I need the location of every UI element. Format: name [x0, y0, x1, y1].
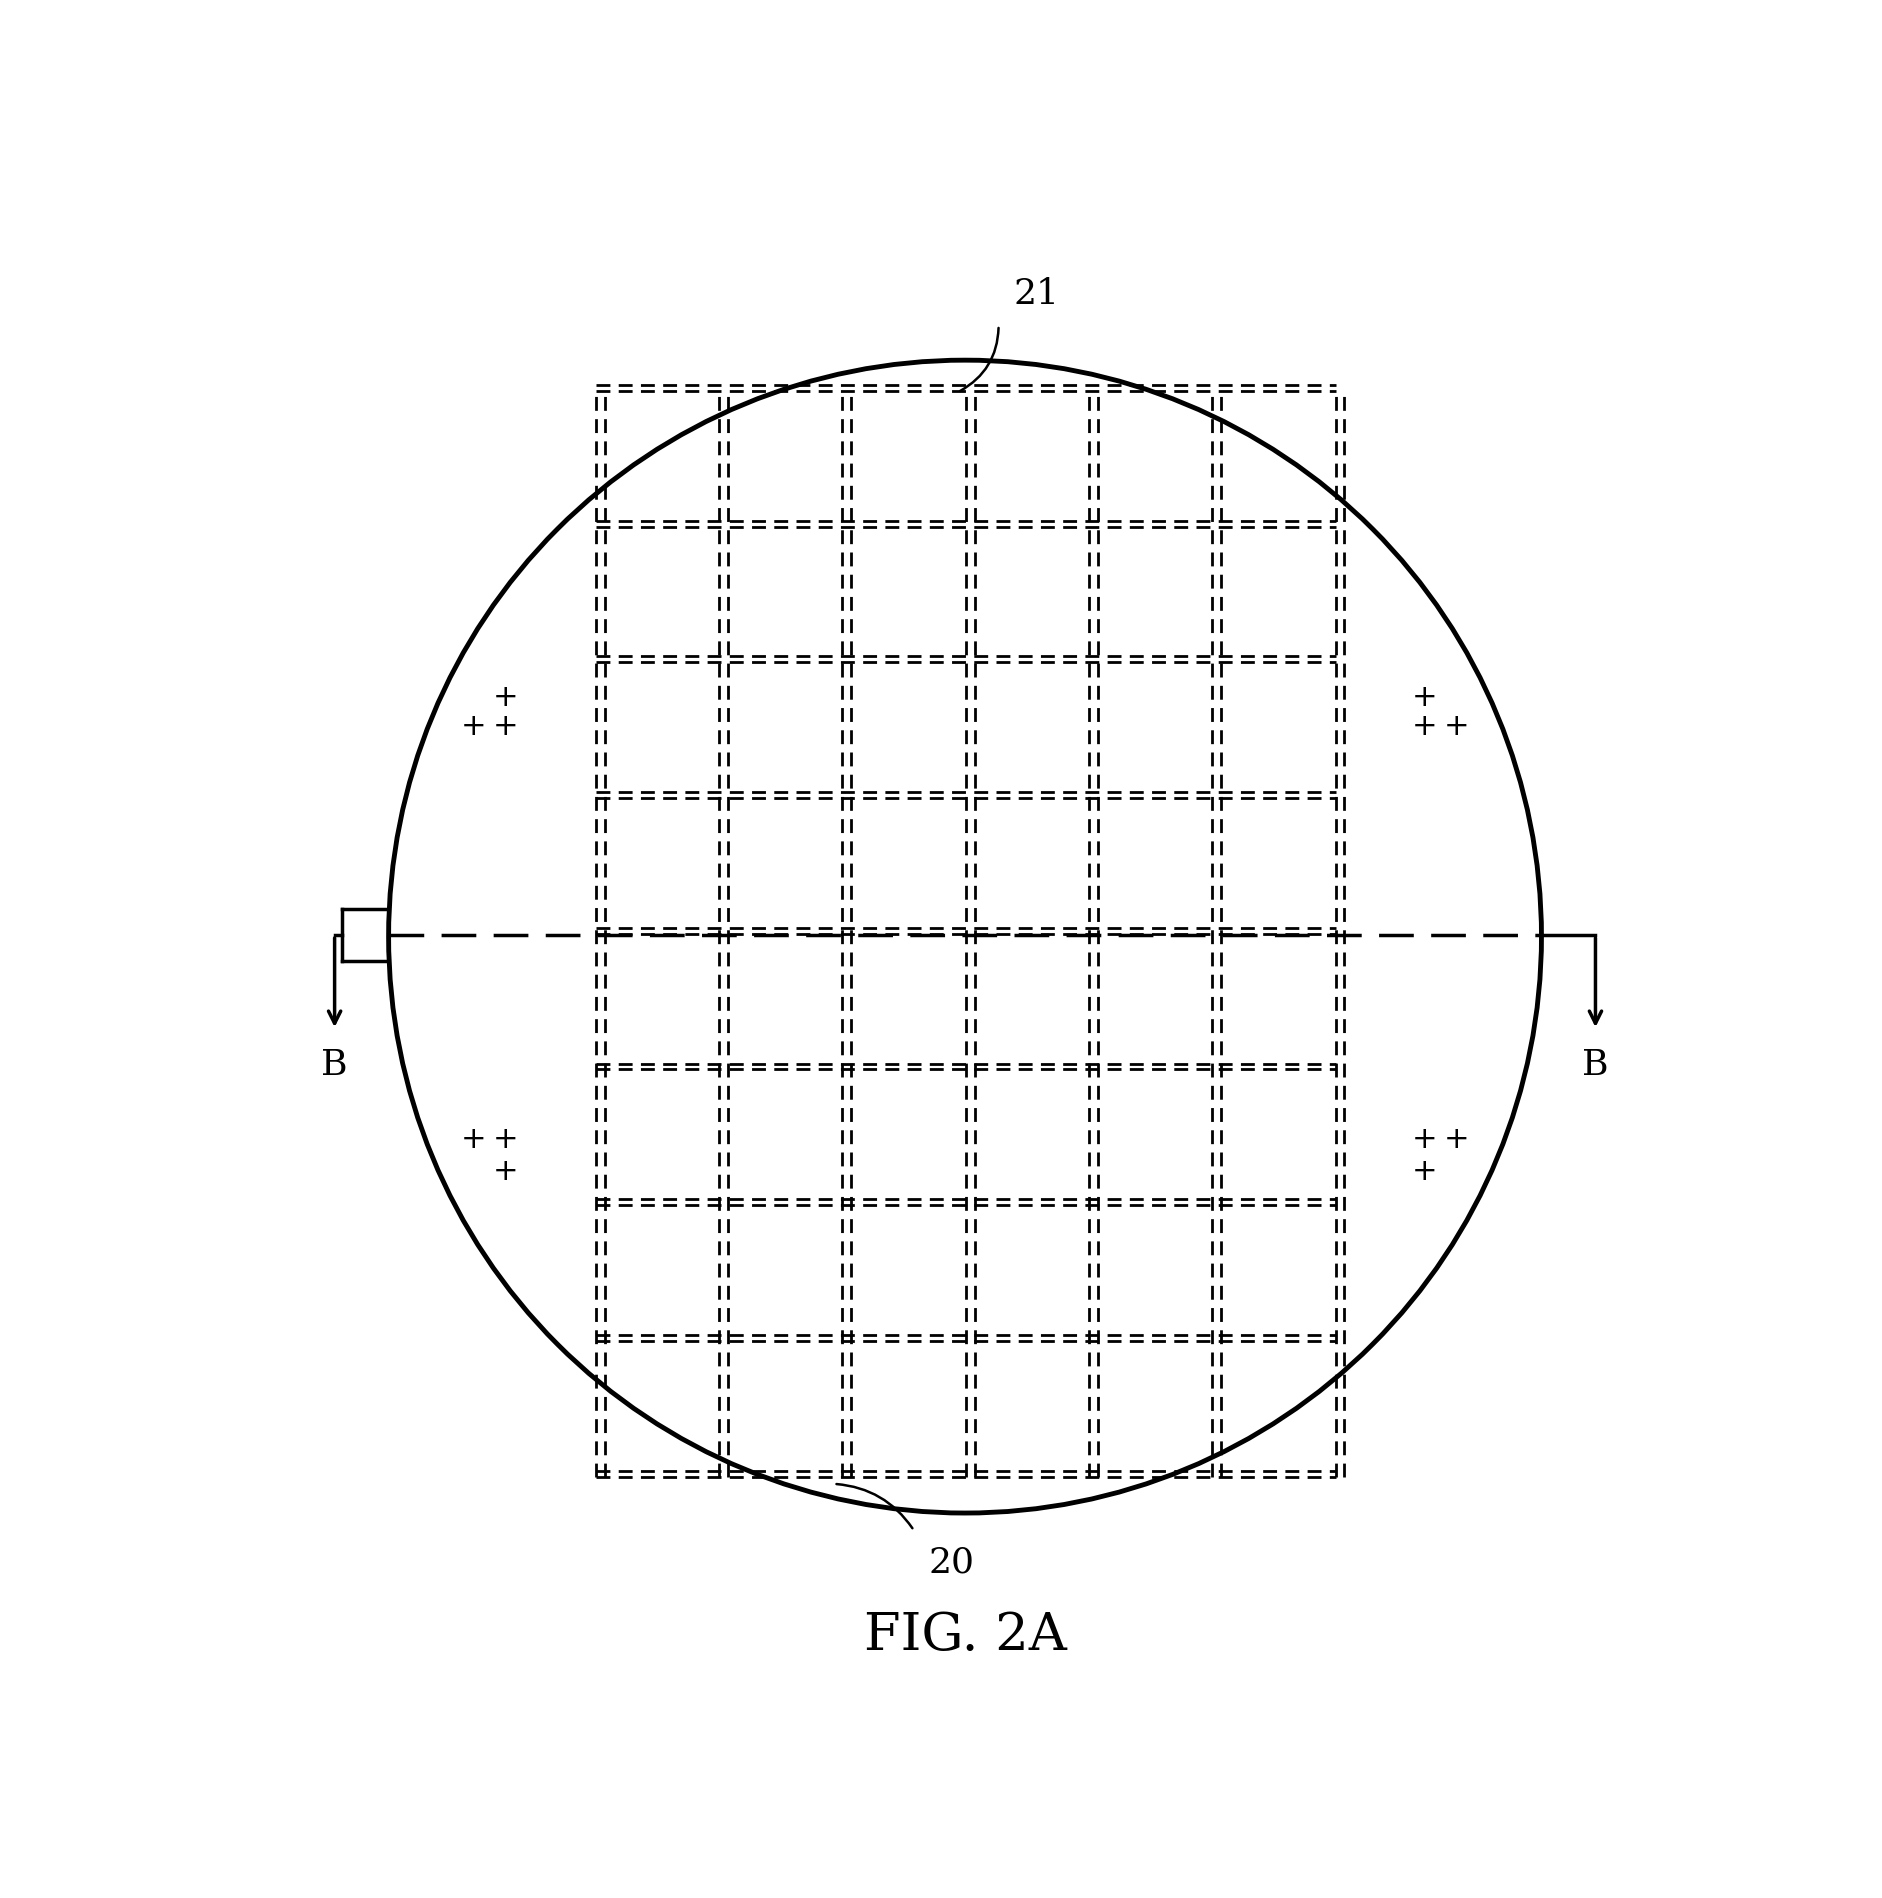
Text: +: +	[493, 683, 518, 712]
Text: +: +	[1412, 1126, 1436, 1154]
Text: +: +	[1412, 1158, 1436, 1186]
Text: +: +	[1443, 712, 1468, 740]
Text: +: +	[1412, 683, 1436, 712]
Text: +: +	[493, 712, 518, 740]
Text: FIG. 2A: FIG. 2A	[864, 1610, 1065, 1661]
Text: B: B	[1581, 1048, 1607, 1082]
Text: 20: 20	[928, 1545, 975, 1579]
Text: B: B	[322, 1048, 348, 1082]
Text: +: +	[493, 1126, 518, 1154]
Text: +: +	[461, 1126, 486, 1154]
Text: +: +	[1412, 712, 1436, 740]
Text: +: +	[461, 712, 486, 740]
Text: +: +	[493, 1158, 518, 1186]
Text: 21: 21	[1013, 277, 1060, 311]
Text: +: +	[1443, 1126, 1468, 1154]
